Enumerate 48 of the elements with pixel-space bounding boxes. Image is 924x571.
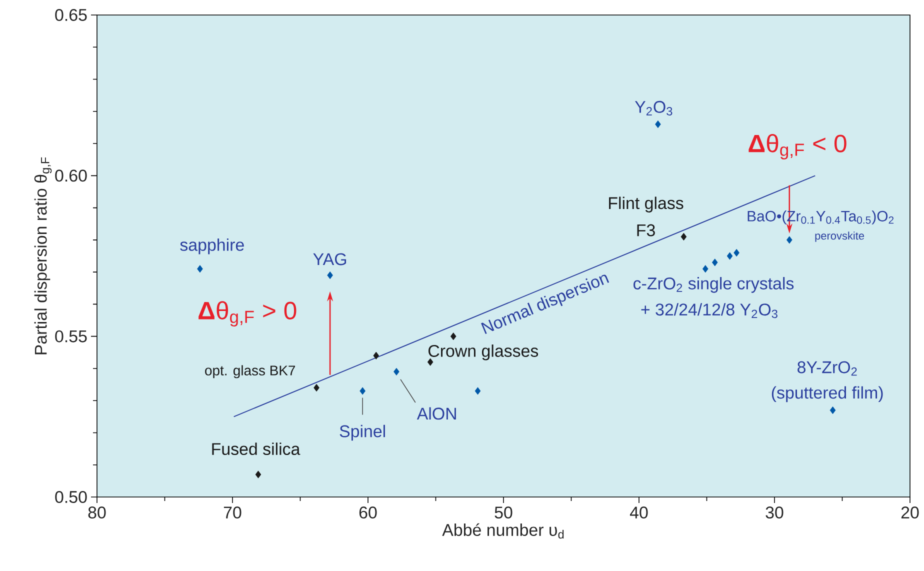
point [373,352,380,360]
annotation: Δθ$_{g,F}$ > 0 [198,301,296,327]
annotation: Spinel [340,424,385,441]
point [255,470,262,478]
x-tick-label: 60 [359,506,377,519]
annotation: Crown glasses [428,344,538,360]
annotation: opt. glass BK7 [205,365,296,378]
annotation: Y$_{2}$O$_{3}$ [634,100,672,116]
point [394,368,400,376]
x-axis-title: Abbé number υ$_{d}$ [442,523,564,539]
point [474,387,481,395]
point [427,358,434,366]
annotation: Δθ$_{g,F}$ < 0 [748,134,846,160]
annotation: AlON [416,407,456,420]
point [360,387,366,395]
annotation: YAG [313,253,346,266]
point [450,332,456,340]
point [830,406,836,414]
annotation: perovskite [815,232,864,242]
x-tick-label: 40 [630,506,648,519]
x-tick-label: 50 [494,506,512,519]
y-tick-label: 0.50 [55,491,87,503]
annotation: Fused silica [212,442,300,456]
y-axis-title: Partial dispersion ratio θ$_{g,F}$ [34,157,52,354]
y-tick-label: 0.65 [55,9,87,21]
point [734,248,740,257]
point [712,258,718,266]
annotation: c-ZrO$_{2}$ single crystals [634,277,794,293]
annotation: Flint glass [609,196,684,212]
annotation: F3 [637,224,655,236]
point [327,271,333,280]
x-tick-label: 70 [224,506,242,519]
point [655,120,661,128]
annotation: 8Y-ZrO$_{2}$ [798,361,857,376]
x-tick-label: 30 [766,506,784,519]
point [702,265,708,273]
point [680,232,687,241]
point [197,265,203,273]
x-tick-label: 80 [88,506,106,519]
y-tick-label: 0.55 [55,330,87,342]
y-tick-label: 0.60 [55,170,87,182]
annotation: + 32/24/12/8 Y$_{2}$O$_{3}$ [641,303,778,318]
annotation: sapphire [180,238,244,254]
point [726,252,733,260]
point [314,384,320,392]
annotation: (sputtered film) [772,386,883,402]
x-tick-label: 20 [901,506,919,519]
point [786,236,792,244]
